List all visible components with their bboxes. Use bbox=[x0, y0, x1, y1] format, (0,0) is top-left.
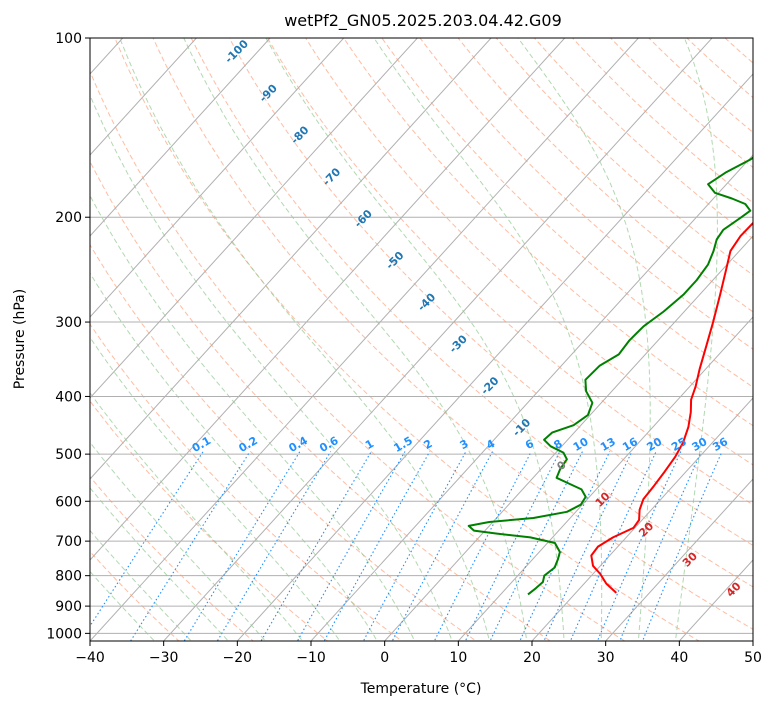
x-tick-label: 0 bbox=[380, 650, 389, 666]
mixing-ratio-line bbox=[90, 451, 204, 628]
dry-adiabat bbox=[381, 38, 753, 388]
dry-adiabat bbox=[90, 243, 477, 641]
dry-adiabat bbox=[343, 38, 753, 427]
x-tick-label: −10 bbox=[296, 650, 326, 666]
moist-adiabat bbox=[90, 392, 304, 641]
axes: −40 −30 −20 −10 0 10 20 30 40 50 1000 900 800 700 600 5… bbox=[46, 31, 762, 666]
isotherm bbox=[90, 38, 271, 237]
profile-lines bbox=[467, 156, 753, 596]
dry-adiabat bbox=[114, 38, 700, 641]
isotherm bbox=[236, 73, 753, 641]
dry-adiabat bbox=[90, 400, 329, 641]
moist-adiabat bbox=[90, 487, 229, 641]
temperature-line bbox=[590, 221, 753, 594]
y-tick-label: 600 bbox=[55, 494, 82, 510]
isotherm bbox=[457, 316, 753, 641]
moist-adiabat bbox=[90, 570, 156, 641]
y-tick-label: 300 bbox=[55, 315, 82, 331]
moist-adiabat bbox=[90, 529, 192, 641]
x-tick-label: −30 bbox=[149, 650, 179, 666]
dry-adiabat bbox=[90, 475, 254, 641]
moist-adiabat bbox=[90, 194, 416, 641]
x-tick-label: −40 bbox=[75, 650, 105, 666]
mixing-ratio-line bbox=[433, 451, 532, 641]
moist-adiabat bbox=[674, 38, 718, 641]
background-grid bbox=[90, 11, 775, 658]
y-tick-label: 500 bbox=[55, 447, 82, 463]
dry-adiabat bbox=[190, 38, 753, 588]
moist-adiabat bbox=[90, 272, 378, 641]
isotherm bbox=[90, 38, 198, 156]
mixing-ratio-line bbox=[596, 451, 682, 641]
dry-adiabat bbox=[228, 38, 753, 547]
moist-adiabat bbox=[90, 441, 267, 641]
dry-adiabat bbox=[419, 38, 753, 350]
dry-adiabat bbox=[266, 38, 753, 506]
mixing-ratio-line bbox=[129, 451, 251, 641]
mixing-ratio-line bbox=[464, 451, 561, 641]
moist-adiabat bbox=[119, 38, 490, 641]
mixing-ratio-line bbox=[296, 451, 406, 641]
y-tick-label: 1000 bbox=[46, 626, 82, 642]
x-tick-label: 20 bbox=[523, 650, 541, 666]
x-tick-label: 30 bbox=[597, 650, 615, 666]
isotherm bbox=[383, 235, 753, 641]
y-tick-label: 100 bbox=[55, 31, 82, 47]
isotherm bbox=[90, 38, 566, 561]
moist-adiabat bbox=[373, 38, 603, 641]
mixing-ratio-line bbox=[216, 451, 332, 641]
x-tick-label: 40 bbox=[670, 650, 688, 666]
y-tick-label: 400 bbox=[55, 389, 82, 405]
chart-title: wetPf2_GN05.2025.203.04.42.G09 bbox=[284, 11, 562, 31]
mixing-ratio-line bbox=[323, 451, 431, 641]
y-tick-label: 800 bbox=[55, 569, 82, 585]
dry-adiabat bbox=[152, 38, 753, 630]
isotherm bbox=[90, 38, 419, 399]
x-axis-title: Temperature (°C) bbox=[360, 681, 482, 697]
y-tick-label: 900 bbox=[55, 599, 82, 615]
dewpoint-line bbox=[467, 156, 753, 596]
x-tick-label: 10 bbox=[449, 650, 467, 666]
moist-adiabat bbox=[517, 38, 651, 641]
dry-adiabat bbox=[90, 160, 552, 641]
isotherm bbox=[604, 478, 753, 641]
dry-adiabat bbox=[770, 11, 775, 658]
moist-adiabat bbox=[183, 38, 528, 641]
isotherm bbox=[162, 38, 713, 641]
x-tick-label: 50 bbox=[744, 650, 762, 666]
y-tick-label: 200 bbox=[55, 210, 82, 226]
mixing-ratio-line bbox=[183, 451, 301, 641]
moist-adiabat bbox=[90, 93, 453, 641]
isotherm bbox=[90, 38, 345, 318]
plot-background bbox=[90, 38, 753, 641]
isotherm bbox=[310, 154, 753, 641]
mixing-ratio-line bbox=[619, 451, 702, 641]
mixing-ratio-line bbox=[260, 451, 372, 641]
plot-frame bbox=[89, 37, 754, 642]
x-tick-label: −20 bbox=[223, 650, 253, 666]
y-tick-label: 700 bbox=[55, 534, 82, 550]
mixing-ratio-line bbox=[362, 451, 467, 641]
dry-adiabat bbox=[90, 70, 626, 641]
y-axis-title: Pressure (hPa) bbox=[12, 289, 28, 389]
isotherm bbox=[531, 397, 753, 641]
mixing-ratio-line bbox=[489, 451, 583, 641]
isotherm bbox=[90, 38, 492, 480]
isotherm bbox=[90, 38, 640, 641]
